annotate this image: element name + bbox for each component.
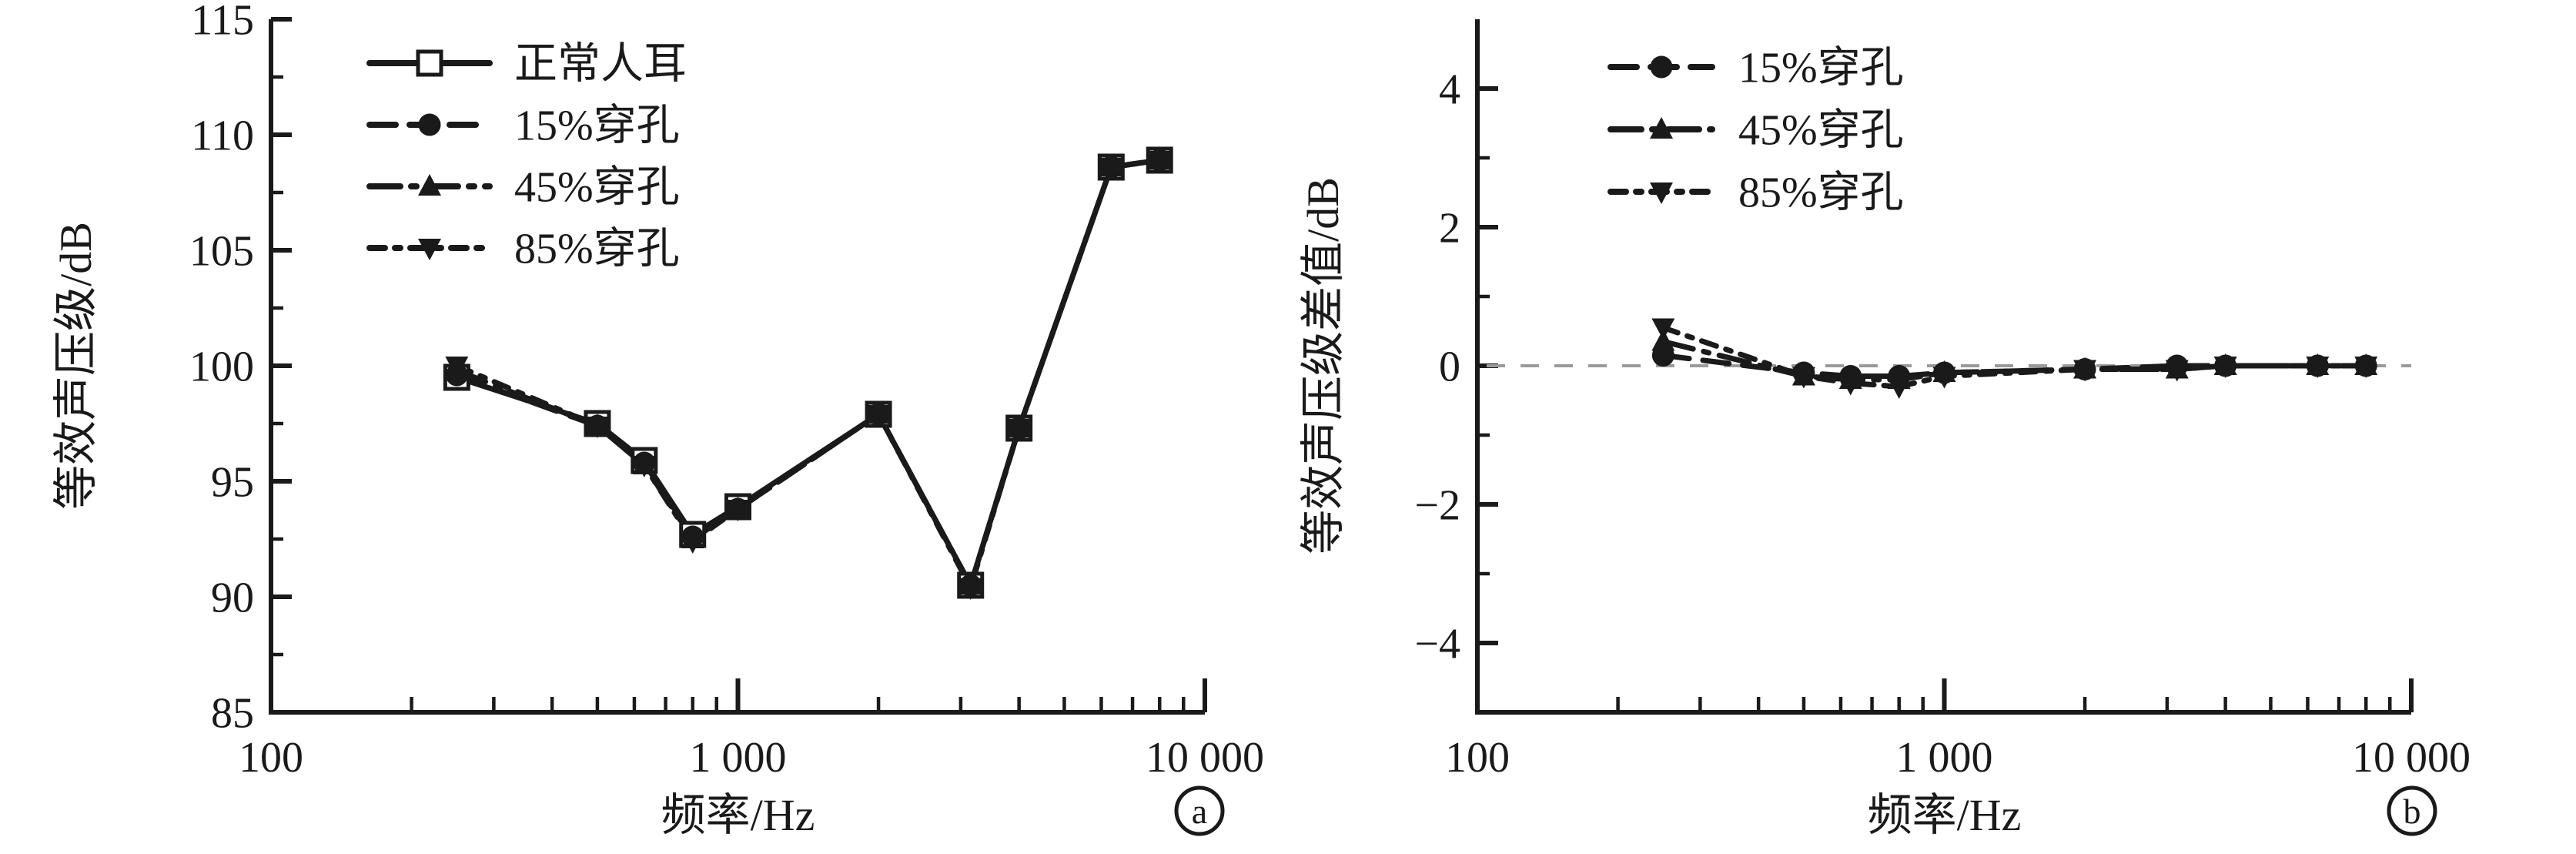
data-point-85%穿孔 [2165, 360, 2189, 382]
legend-label: 正常人耳 [514, 41, 687, 89]
legend-item-45%穿孔: 45%穿孔 [366, 164, 680, 212]
data-point-85%穿孔 [1932, 367, 1956, 389]
chart-panel-b: −4 −2 0 2 4 100 1 000 10 000 15%穿孔 45%穿孔 85%穿孔频率/H… [1298, 19, 2471, 840]
legend-marker [1650, 183, 1673, 204]
data-point-85%穿孔 [1651, 318, 1675, 340]
series-line-85%穿孔 [1660, 325, 2369, 390]
y-tick-label: −4 [1414, 621, 1460, 668]
legend-item-15%穿孔: 15%穿孔 [1607, 45, 1904, 92]
y-tick-label: 115 [191, 0, 254, 45]
series-line-正常人耳 [453, 157, 1163, 588]
y-axis-title: 等效声压级/dB [51, 222, 101, 510]
x-tick-label: 1 000 [1896, 734, 1993, 782]
x-tick-label: 1 000 [690, 734, 787, 782]
data-point-85%穿孔 [1099, 158, 1123, 179]
data-point-85%穿孔 [681, 532, 704, 554]
x-axis-title: 频率/Hz [661, 790, 815, 840]
legend-item-正常人耳: 正常人耳 [366, 41, 687, 89]
data-point-85%穿孔 [1148, 151, 1172, 172]
axis-spines [1475, 19, 2411, 715]
series-line-85%穿孔 [453, 157, 1163, 591]
y-axis-title: 等效声压级差值/dB [1298, 177, 1348, 554]
data-point-85%穿孔 [867, 405, 891, 427]
x-tick-label: 10 000 [2352, 734, 2471, 782]
data-point-85%穿孔 [2306, 357, 2330, 378]
x-axis-title: 频率/Hz [1868, 790, 2022, 840]
panel-letter: b [2404, 792, 2421, 831]
data-point-85%穿孔 [2213, 357, 2237, 378]
y-tick-label: 105 [189, 228, 254, 276]
data-point-85%穿孔 [1887, 377, 1911, 399]
y-tick-label: −2 [1414, 482, 1460, 530]
y-tick-label: 100 [189, 343, 254, 391]
data-point-85%穿孔 [1007, 419, 1031, 440]
panel-letter: a [1192, 792, 1207, 831]
legend-marker [418, 113, 441, 136]
series-line-45%穿孔 [453, 157, 1163, 588]
data-point-85%穿孔 [958, 578, 982, 600]
legend-label: 85%穿孔 [1738, 169, 1904, 217]
y-tick-label: 4 [1439, 66, 1460, 114]
x-tick-label: 100 [1445, 734, 1510, 782]
data-point-85%穿孔 [632, 456, 656, 477]
y-tick-label: 90 [211, 574, 254, 622]
legend-item-15%穿孔: 15%穿孔 [366, 102, 680, 150]
data-point-85%穿孔 [445, 357, 469, 378]
legend-label: 15%穿孔 [1738, 45, 1904, 92]
legend-label: 45%穿孔 [1738, 107, 1904, 155]
data-point-85%穿孔 [1791, 367, 1815, 389]
legend-label: 45%穿孔 [514, 164, 680, 212]
legend-marker [1650, 55, 1673, 79]
y-tick-label: 85 [211, 690, 254, 738]
data-point-85%穿孔 [726, 500, 750, 521]
legend-marker [1650, 117, 1673, 139]
legend-marker [416, 49, 443, 77]
series-line-15%穿孔 [453, 157, 1163, 588]
x-tick-label: 100 [239, 734, 303, 782]
legend-marker [418, 174, 441, 196]
y-tick-label: 95 [211, 459, 254, 507]
series-line-45%穿孔 [1660, 339, 2369, 383]
chart-panel-a: 85 90 95 100 105 110 115 100 1 000 10 000 正常人耳 15%穿… [51, 0, 1264, 840]
legend-item-45%穿孔: 45%穿孔 [1607, 107, 1904, 155]
legend-item-85%穿孔: 85%穿孔 [366, 226, 680, 273]
y-tick-label: 2 [1439, 205, 1460, 253]
legend-marker [418, 239, 441, 260]
panel-letter-circle [1174, 785, 1225, 836]
legend-item-85%穿孔: 85%穿孔 [1607, 169, 1904, 217]
y-tick-label: 110 [191, 112, 254, 160]
data-point-85%穿孔 [2354, 357, 2378, 378]
data-point-85%穿孔 [585, 417, 609, 438]
x-tick-label: 10 000 [1146, 734, 1264, 782]
legend-label: 15%穿孔 [514, 102, 680, 150]
legend-label: 85%穿孔 [514, 226, 680, 273]
y-tick-label: 0 [1439, 343, 1460, 391]
data-point-85%穿孔 [2073, 360, 2097, 382]
data-point-85%穿孔 [1838, 373, 1862, 396]
panel-letter-circle [2387, 785, 2437, 836]
